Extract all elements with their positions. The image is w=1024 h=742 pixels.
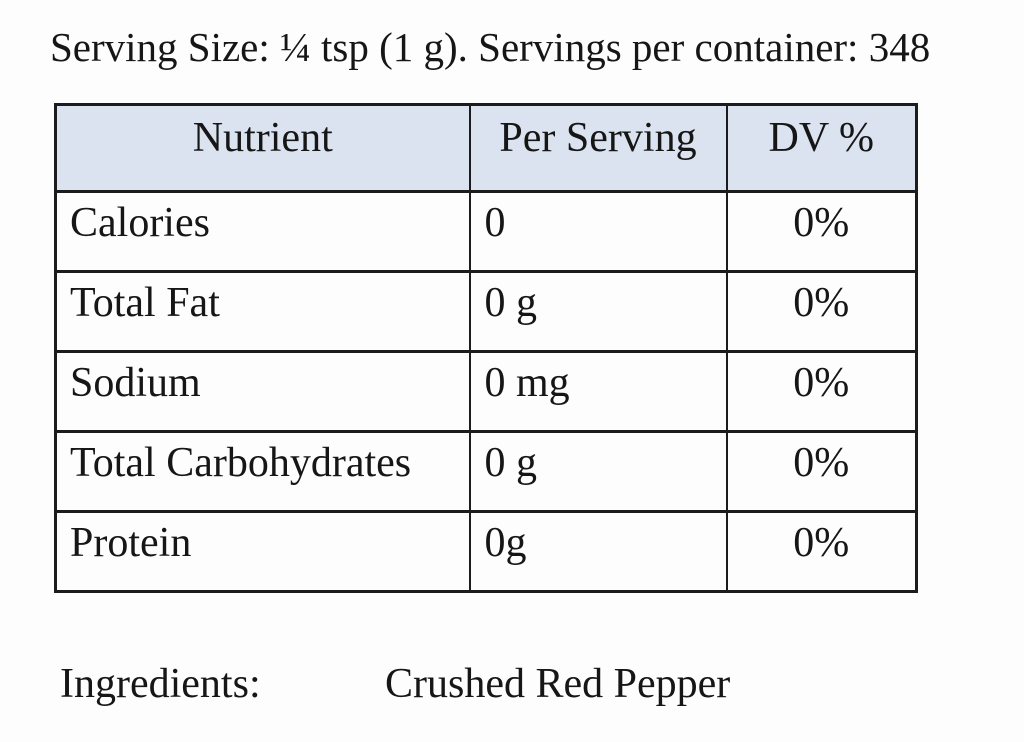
per-serving-cell: 0 mg: [468, 350, 728, 433]
table-row: Protein 0g 0%: [54, 510, 918, 593]
table-row: Total Carbohydrates 0 g 0%: [54, 430, 918, 513]
serving-size-line: Serving Size: ¼ tsp (1 g). Servings per …: [50, 24, 931, 70]
per-serving-cell: 0: [468, 190, 728, 273]
nutrition-table: Nutrient Per Serving DV % Calories 0 0% …: [54, 103, 918, 593]
table-row: Total Fat 0 g 0%: [54, 270, 918, 353]
dv-cell: 0%: [725, 350, 918, 433]
column-header-per-serving: Per Serving: [468, 103, 728, 193]
nutrient-cell: Calories: [54, 190, 471, 273]
table-header-row: Nutrient Per Serving DV %: [54, 103, 918, 193]
dv-cell: 0%: [725, 270, 918, 353]
per-serving-cell: 0 g: [468, 270, 728, 353]
ingredients-label: Ingredients:: [60, 661, 261, 707]
table-row: Sodium 0 mg 0%: [54, 350, 918, 433]
dv-cell: 0%: [725, 510, 918, 593]
table-row: Calories 0 0%: [54, 190, 918, 273]
nutrient-cell: Total Fat: [54, 270, 471, 353]
nutrient-cell: Protein: [54, 510, 471, 593]
nutrient-cell: Total Carbohydrates: [54, 430, 471, 513]
column-header-dv: DV %: [725, 103, 918, 193]
nutrient-cell: Sodium: [54, 350, 471, 433]
ingredients-value: Crushed Red Pepper: [385, 661, 731, 707]
dv-cell: 0%: [725, 430, 918, 513]
dv-cell: 0%: [725, 190, 918, 273]
per-serving-cell: 0 g: [468, 430, 728, 513]
header-row: Nutrient Per Serving DV %: [54, 103, 918, 193]
ingredients-line: Ingredients: Crushed Red Pepper: [0, 660, 1024, 720]
column-header-nutrient: Nutrient: [54, 103, 471, 193]
per-serving-cell: 0g: [468, 510, 728, 593]
